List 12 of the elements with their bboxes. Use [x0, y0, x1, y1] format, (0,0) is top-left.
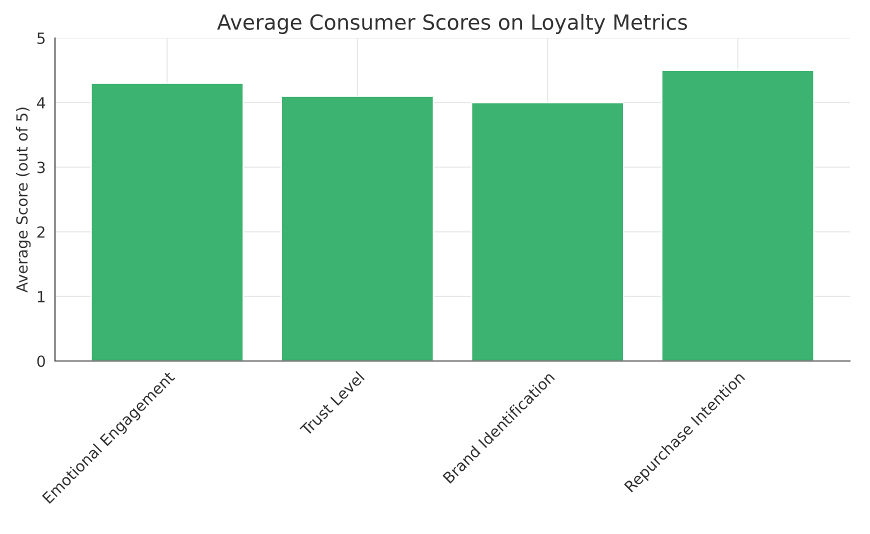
bar — [661, 70, 815, 361]
bar — [90, 82, 244, 361]
y-tick-label: 0 — [37, 355, 45, 368]
y-axis-title: Average Score (out of 5) — [16, 108, 31, 293]
y-tick-label: 2 — [37, 226, 44, 238]
bar — [470, 102, 624, 361]
y-tick-label: 3 — [37, 162, 45, 174]
bar — [280, 95, 434, 361]
y-tick-label: 4 — [37, 97, 46, 108]
chart-title: Average Consumer Scores on Loyalty Metrics — [217, 14, 687, 34]
y-tick-label: 5 — [37, 32, 45, 44]
y-tick-label: 1 — [38, 291, 45, 302]
